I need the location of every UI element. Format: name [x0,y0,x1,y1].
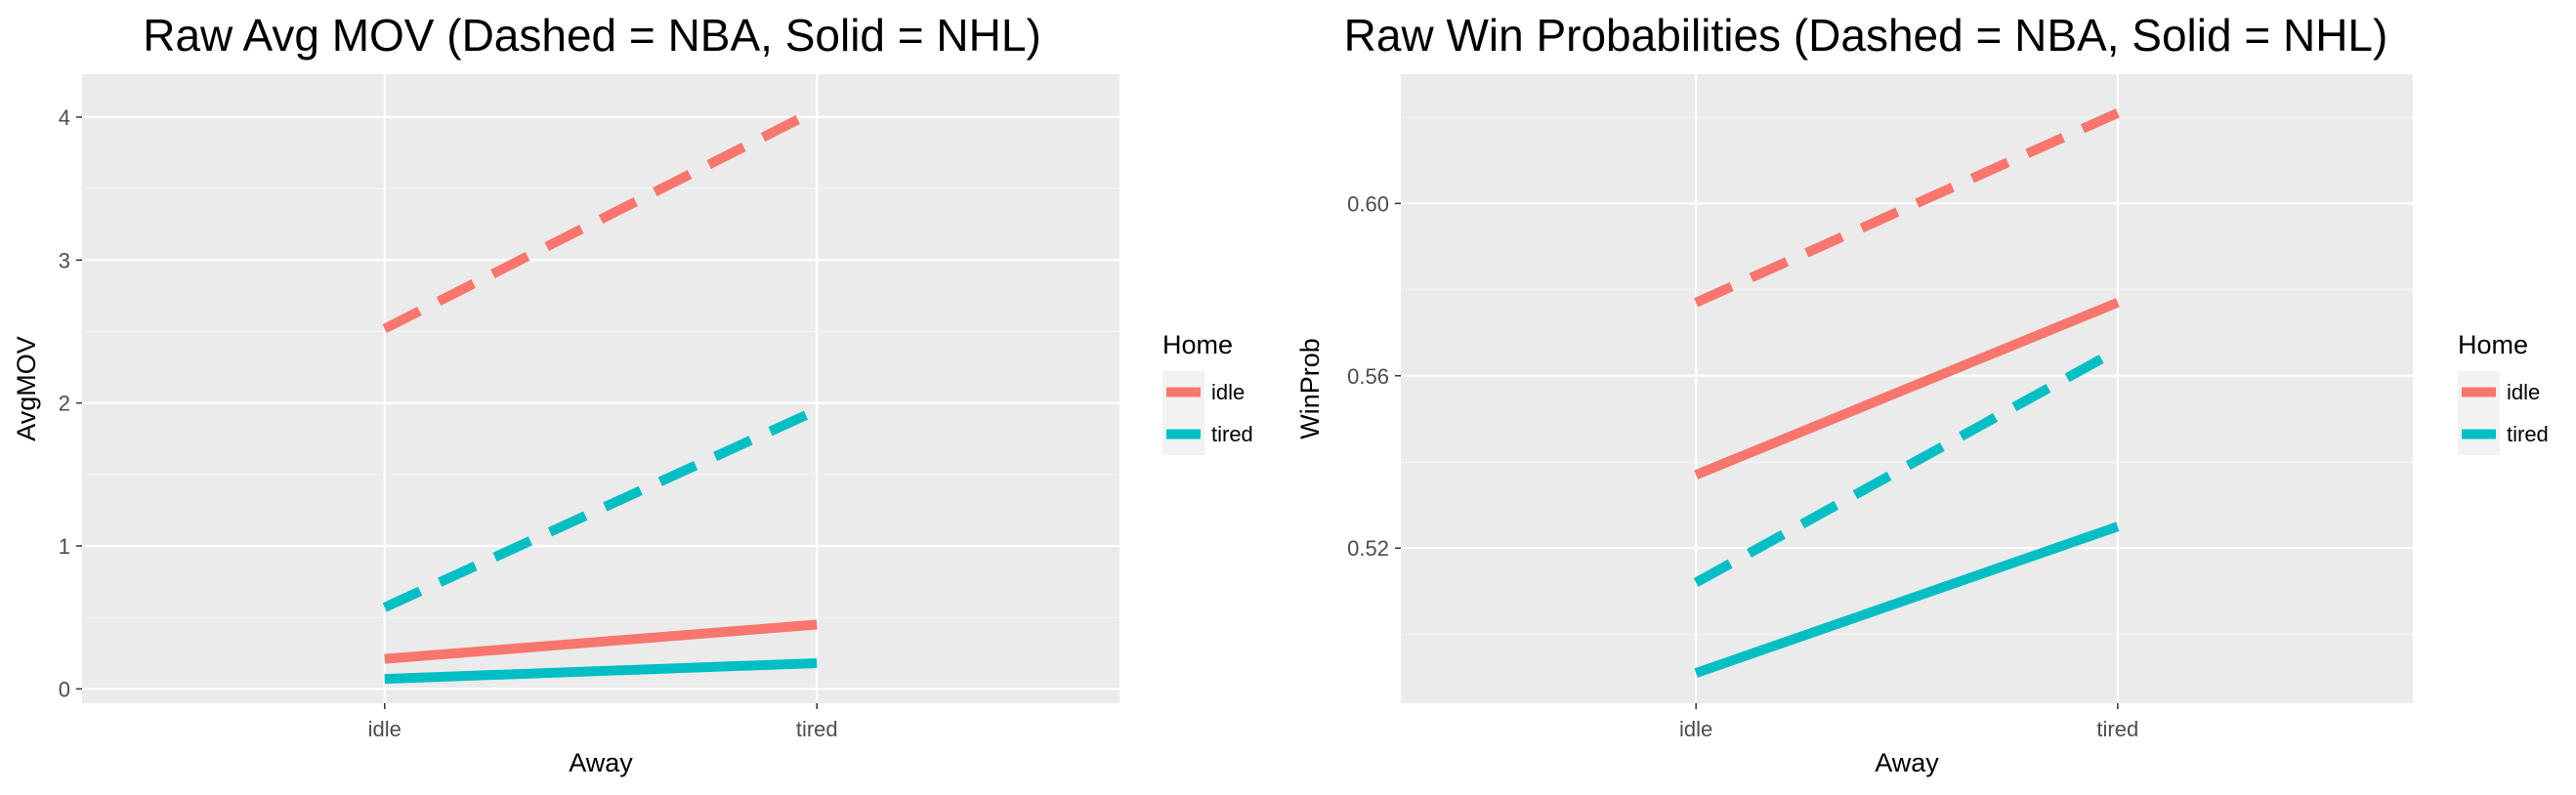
x-tick-label: tired [2096,717,2138,741]
x-tick-label: idle [1679,717,1712,741]
series-line-tired-solid [1694,522,2120,678]
series-line-tired-solid [384,658,818,685]
x-axis-title: Away [569,748,633,777]
chart-svg: 0.52 0.56 0.60 idle tired Raw Win Probabiliti… [1295,10,2549,777]
x-tick-label: tired [796,717,838,741]
legend-label: idle [2507,380,2540,404]
win-prob-chart: 0.52 0.56 0.60 idle tired Raw Win Probabiliti… [1289,0,2576,795]
chart-title: Raw Avg MOV (Dashed = NBA, Solid = NHL) [143,10,1041,61]
chart-svg: 0 1 2 3 4 idle tired Raw Avg MOV (Dashed = NBA,… [12,10,1253,777]
y-tick-label: 0.56 [1347,364,1389,389]
legend-label: idle [1211,380,1245,404]
x-tick-label: idle [368,717,401,741]
series-line-idle-solid [384,619,818,664]
legend-title: Home [2458,330,2528,359]
plot-panel [82,74,1119,703]
y-tick-label: 1 [59,534,70,559]
y-tick-label: 3 [59,248,70,272]
series-line-tired-dashed [1693,345,2121,587]
y-tick-label: 0.52 [1347,536,1389,561]
x-axis-title: Away [1875,748,1939,777]
series-line-idle-solid [1694,298,2120,480]
chart-title: Raw Win Probabilities (Dashed = NBA, Sol… [1344,10,2388,61]
series-line-idle-dashed [382,105,820,333]
legend-title: Home [1162,330,1233,359]
y-axis-title: AvgMOV [12,336,41,441]
y-tick-label: 4 [59,105,70,130]
avg-mov-chart: 0 1 2 3 4 idle tired Raw Avg MOV (Dashed = NBA,… [12,10,1253,777]
y-tick-label: 0 [59,677,70,701]
legend-label: tired [1211,422,1253,446]
y-axis-title: WinProb [1295,338,1325,439]
series-line-idle-dashed [1694,108,2120,308]
series-line-tired-dashed [382,405,820,612]
y-tick-label: 0.60 [1347,191,1389,216]
y-tick-label: 2 [59,392,70,416]
legend-label: tired [2507,422,2549,446]
